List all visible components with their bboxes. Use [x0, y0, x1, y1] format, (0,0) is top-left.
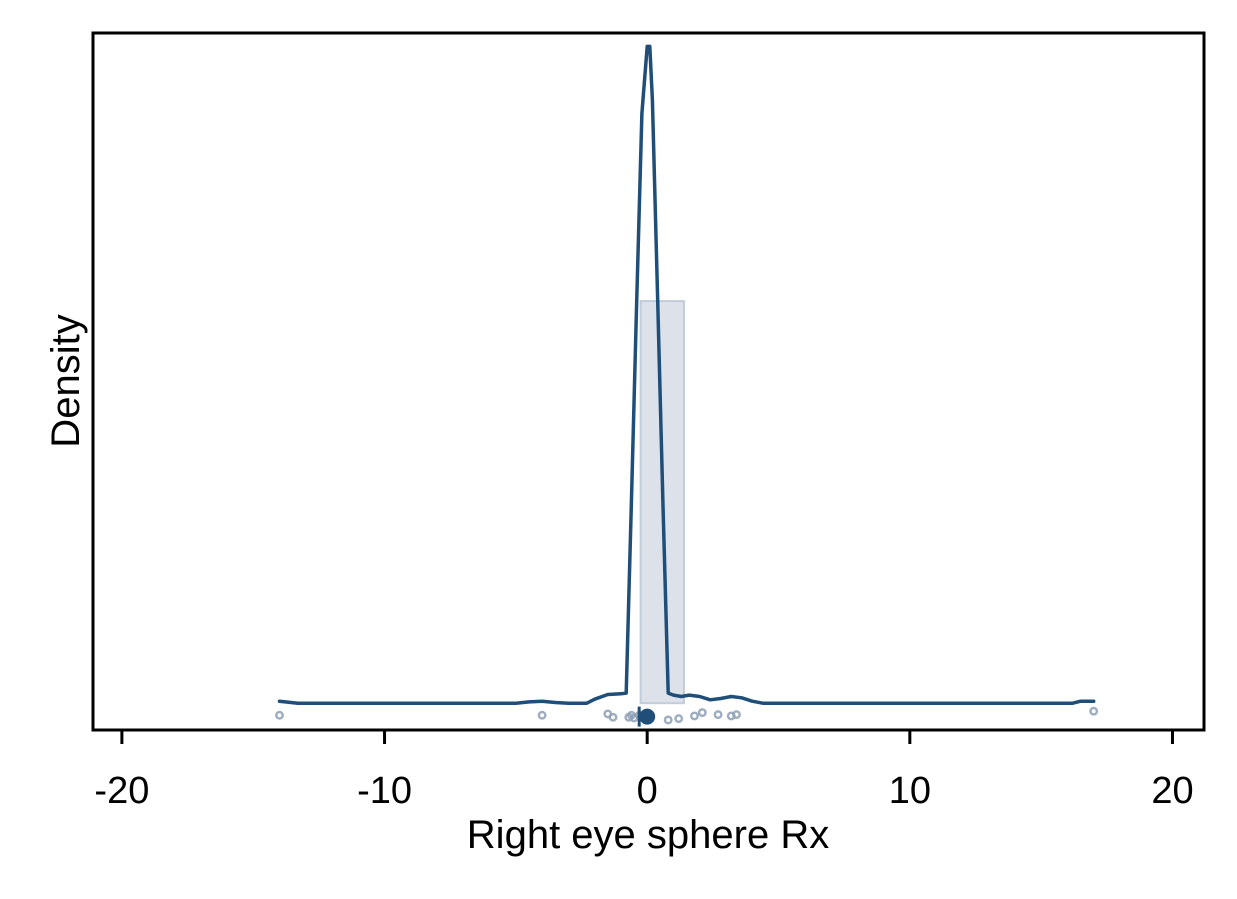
observation-point: [697, 708, 707, 718]
observation-point: [690, 711, 699, 721]
x-tick-label: -20: [94, 770, 149, 812]
histogram-bars: [639, 300, 685, 705]
observation-point: [663, 715, 673, 725]
mean-marker: [639, 708, 656, 725]
observation-points: [275, 706, 1099, 725]
x-tick-label: 20: [1151, 770, 1193, 812]
y-axis-label: Density: [44, 314, 88, 447]
x-axis-label: Right eye sphere Rx: [467, 813, 829, 857]
observation-point: [713, 710, 723, 720]
observation-point: [732, 710, 741, 720]
mean-marker-layer: [637, 706, 656, 727]
observation-point: [608, 712, 618, 722]
x-tick-label: 0: [637, 770, 658, 812]
density-curve: [277, 44, 1096, 705]
x-tick-label: 10: [889, 770, 931, 812]
observation-point: [674, 714, 684, 724]
observation-point: [537, 710, 547, 720]
density-curve-layer: [277, 44, 1096, 705]
observation-point: [275, 710, 284, 720]
observation-point: [1089, 706, 1099, 716]
x-tick-label: -10: [357, 770, 412, 812]
x-axis-ticks: -20 -10 0 10 20: [94, 730, 1194, 812]
histogram-bar-0: [639, 300, 685, 705]
